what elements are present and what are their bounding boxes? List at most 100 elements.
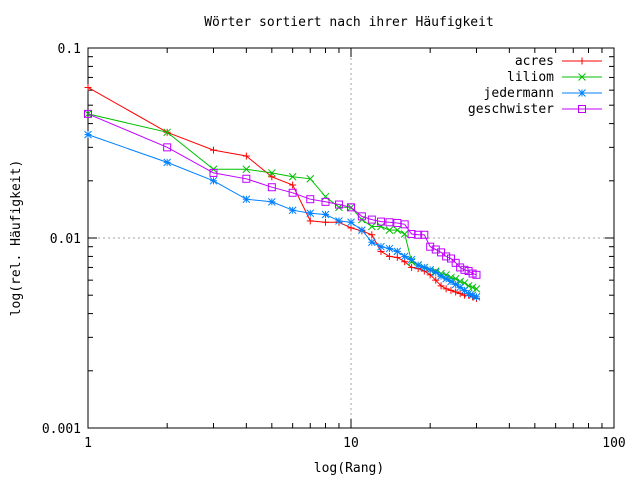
data-point xyxy=(288,172,297,181)
data-point xyxy=(442,252,451,261)
data-point xyxy=(460,286,469,295)
data-point xyxy=(357,212,366,221)
data-point xyxy=(306,174,315,183)
series-acres xyxy=(84,83,480,303)
data-point xyxy=(437,248,446,257)
data-point xyxy=(456,277,464,286)
data-point xyxy=(456,290,464,298)
data-point xyxy=(376,217,385,226)
data-point xyxy=(456,283,464,292)
data-point xyxy=(451,280,460,289)
y-tick-label: 0.1 xyxy=(58,42,81,57)
x-tick-label: 100 xyxy=(602,436,625,451)
data-point xyxy=(385,244,394,253)
legend-label: jedermann xyxy=(484,86,554,101)
data-point xyxy=(400,230,409,238)
axes: 1 10 100 0.001 0.01 0.1 xyxy=(42,42,626,451)
data-point xyxy=(288,188,297,197)
data-point xyxy=(288,206,297,215)
data-point xyxy=(451,258,460,267)
data-point xyxy=(437,282,445,290)
legend-label: liliom xyxy=(507,70,554,85)
data-point xyxy=(163,128,172,137)
data-point xyxy=(377,242,385,251)
data-point xyxy=(367,238,376,247)
data-point xyxy=(84,130,92,139)
data-point xyxy=(334,200,343,209)
legend-label: geschwister xyxy=(468,102,554,117)
data-point xyxy=(163,143,172,152)
data-point xyxy=(358,226,366,234)
data-point xyxy=(321,197,330,206)
series-line xyxy=(87,134,477,298)
data-point xyxy=(268,173,276,181)
data-point xyxy=(472,270,481,279)
data-point xyxy=(322,218,330,226)
data-point xyxy=(347,203,355,212)
data-point xyxy=(578,89,586,97)
series-group xyxy=(84,83,481,303)
data-point xyxy=(393,253,401,261)
data-point xyxy=(420,263,429,272)
data-point xyxy=(460,265,469,274)
data-point xyxy=(446,254,455,263)
series-jedermann xyxy=(84,130,481,301)
data-point xyxy=(209,176,218,185)
data-point xyxy=(306,217,314,225)
data-point xyxy=(335,217,343,225)
data-point xyxy=(367,215,376,224)
data-point xyxy=(306,209,315,218)
grid-lines xyxy=(88,48,614,428)
data-point xyxy=(426,242,435,251)
data-point xyxy=(432,276,440,284)
data-point xyxy=(464,267,473,276)
data-point xyxy=(447,286,455,294)
y-tick-label: 0.001 xyxy=(42,422,81,437)
data-point xyxy=(393,247,402,256)
data-point xyxy=(472,284,481,293)
data-point xyxy=(393,226,402,234)
data-point xyxy=(385,218,394,227)
data-point xyxy=(414,261,422,269)
data-point xyxy=(400,220,409,229)
x-tick-label: 1 xyxy=(84,436,92,451)
data-point xyxy=(267,183,276,192)
data-point xyxy=(321,192,330,201)
data-point xyxy=(578,105,586,113)
data-point xyxy=(377,222,385,231)
data-point xyxy=(368,231,376,239)
data-point xyxy=(209,146,217,154)
data-point xyxy=(385,252,393,260)
data-point xyxy=(209,168,218,177)
data-point xyxy=(400,252,409,261)
data-point xyxy=(431,245,440,254)
data-point xyxy=(414,230,423,239)
x-tick-label: 10 xyxy=(343,436,359,451)
data-point xyxy=(452,288,460,296)
series-geschwister xyxy=(84,109,481,279)
data-point xyxy=(367,222,376,231)
legend-label: acres xyxy=(515,54,554,69)
data-point xyxy=(456,263,465,272)
data-point xyxy=(431,268,440,277)
data-point xyxy=(408,263,416,271)
data-point xyxy=(472,293,481,301)
y-tick-label: 0.01 xyxy=(50,232,81,247)
data-point xyxy=(306,195,315,204)
data-point xyxy=(242,195,251,204)
data-point xyxy=(407,255,416,264)
series-line xyxy=(87,113,477,276)
data-point xyxy=(385,226,394,234)
data-point xyxy=(578,73,586,81)
x-axis-label: log(Rang) xyxy=(314,461,384,476)
data-point xyxy=(84,83,92,91)
data-point xyxy=(84,110,92,118)
y-axis-label: log(rel. Häufigkeit) xyxy=(9,160,24,317)
data-point xyxy=(242,174,251,183)
data-point xyxy=(242,165,251,174)
series-liliom xyxy=(84,110,481,293)
data-point xyxy=(578,57,586,65)
data-point xyxy=(289,181,297,189)
